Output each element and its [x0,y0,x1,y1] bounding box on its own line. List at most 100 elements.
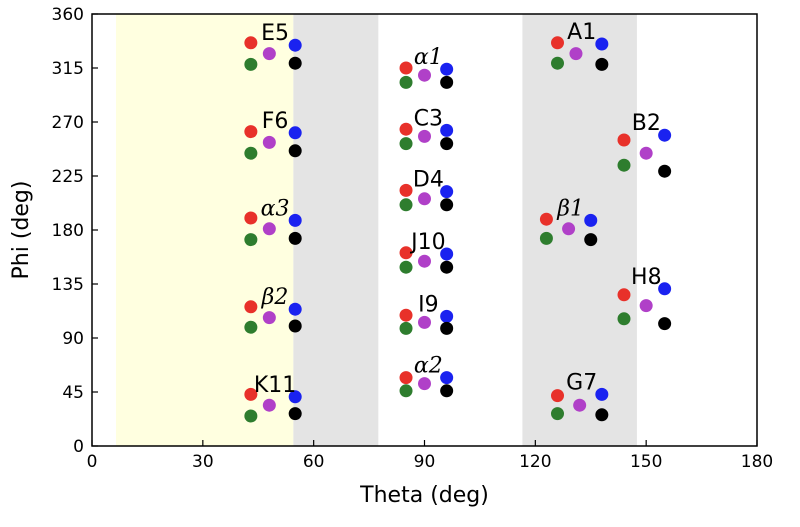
group-label: α1 [414,45,443,70]
data-point [262,311,276,325]
data-point [288,302,302,316]
data-point [399,183,413,197]
y-tick-label: 0 [73,437,84,457]
shaded-region-3 [522,14,637,446]
y-tick-label: 180 [52,221,84,241]
data-point [244,211,258,225]
group-label: K11 [254,373,296,398]
data-point [244,320,258,334]
axis-ticks: 0 30 60 90 120 150 180 0 45 90 135 180 225 270 315 360 [52,5,774,472]
point-group-α1 [399,61,454,89]
data-point [639,299,653,313]
group-label: β2 [261,285,289,310]
plot-frame [91,13,758,447]
point-group-A1 [551,36,609,71]
point-group-β2 [244,300,302,334]
data-point [244,300,258,314]
x-tick-label: 0 [87,452,98,472]
data-point [244,125,258,139]
data-point [595,37,609,51]
data-point [440,260,454,274]
data-point [551,407,564,421]
data-point [440,321,454,335]
data-point [262,47,276,61]
y-tick-label: 45 [62,383,84,403]
data-point [551,389,564,403]
data-point [595,387,609,401]
data-point [399,321,413,335]
data-point [262,135,276,149]
data-point [244,387,258,401]
data-point [244,409,258,423]
data-point [399,137,413,151]
point-group-J10 [399,246,454,274]
data-point [288,144,302,158]
data-point [399,260,413,274]
data-point [288,56,302,70]
data-point [399,384,413,398]
x-tick-label: 90 [414,452,436,472]
data-point [440,198,454,212]
data-point [440,247,454,261]
x-tick-label: 150 [630,452,662,472]
data-point [440,384,454,398]
point-group-H8 [617,282,672,331]
data-point [262,222,276,236]
point-group-B2 [617,128,672,178]
y-tick-label: 90 [62,329,84,349]
data-point [288,38,302,52]
group-label: F6 [262,109,289,134]
data-point [288,407,302,421]
data-point [584,213,598,227]
data-point [569,47,583,61]
y-tick-label: 360 [52,5,84,25]
shaded-regions [116,14,637,446]
group-label: β1 [556,196,584,221]
x-tick-label: 30 [192,452,214,472]
group-label: D4 [413,168,444,193]
group-label: α2 [414,354,443,379]
group-labels: E5 F6 α3 β2 K11 α1 C3 D4 J10 I9 α2 A1 β1 G7 B2 H8 [254,20,662,398]
point-group-K11 [244,387,302,423]
x-tick-label: 120 [519,452,551,472]
point-group-C3 [399,122,454,151]
data-point [584,233,598,247]
data-point [418,254,431,268]
data-point [658,128,672,142]
data-point [288,319,302,333]
data-point [617,133,631,147]
point-group-α3 [244,211,302,247]
data-point [244,57,258,71]
data-point [399,198,413,212]
group-label: J10 [409,230,445,255]
data-point [440,185,454,199]
group-label: A1 [567,20,596,45]
point-group-α2 [399,371,454,398]
point-group-F6 [244,125,302,160]
data-point [617,158,631,172]
data-point [573,398,587,412]
x-tick-label: 180 [741,452,773,472]
data-point [418,68,431,82]
data-point [440,123,454,137]
group-label: G7 [566,370,597,395]
group-label: B2 [632,111,661,136]
data-point [418,129,431,143]
data-point [658,164,672,178]
data-point [595,408,609,422]
data-point [658,282,672,296]
data-point [418,315,431,329]
data-point [418,192,431,206]
data-point [288,390,302,404]
data-point [399,122,413,136]
y-tick-label: 135 [52,275,84,295]
shaded-region-2 [293,14,379,446]
point-group-β1 [539,212,598,247]
data-point [617,288,631,302]
group-label: H8 [631,265,662,290]
point-group-E5 [244,36,302,71]
y-tick-label: 225 [52,167,84,187]
data-point [244,233,258,247]
data-point [244,146,258,160]
